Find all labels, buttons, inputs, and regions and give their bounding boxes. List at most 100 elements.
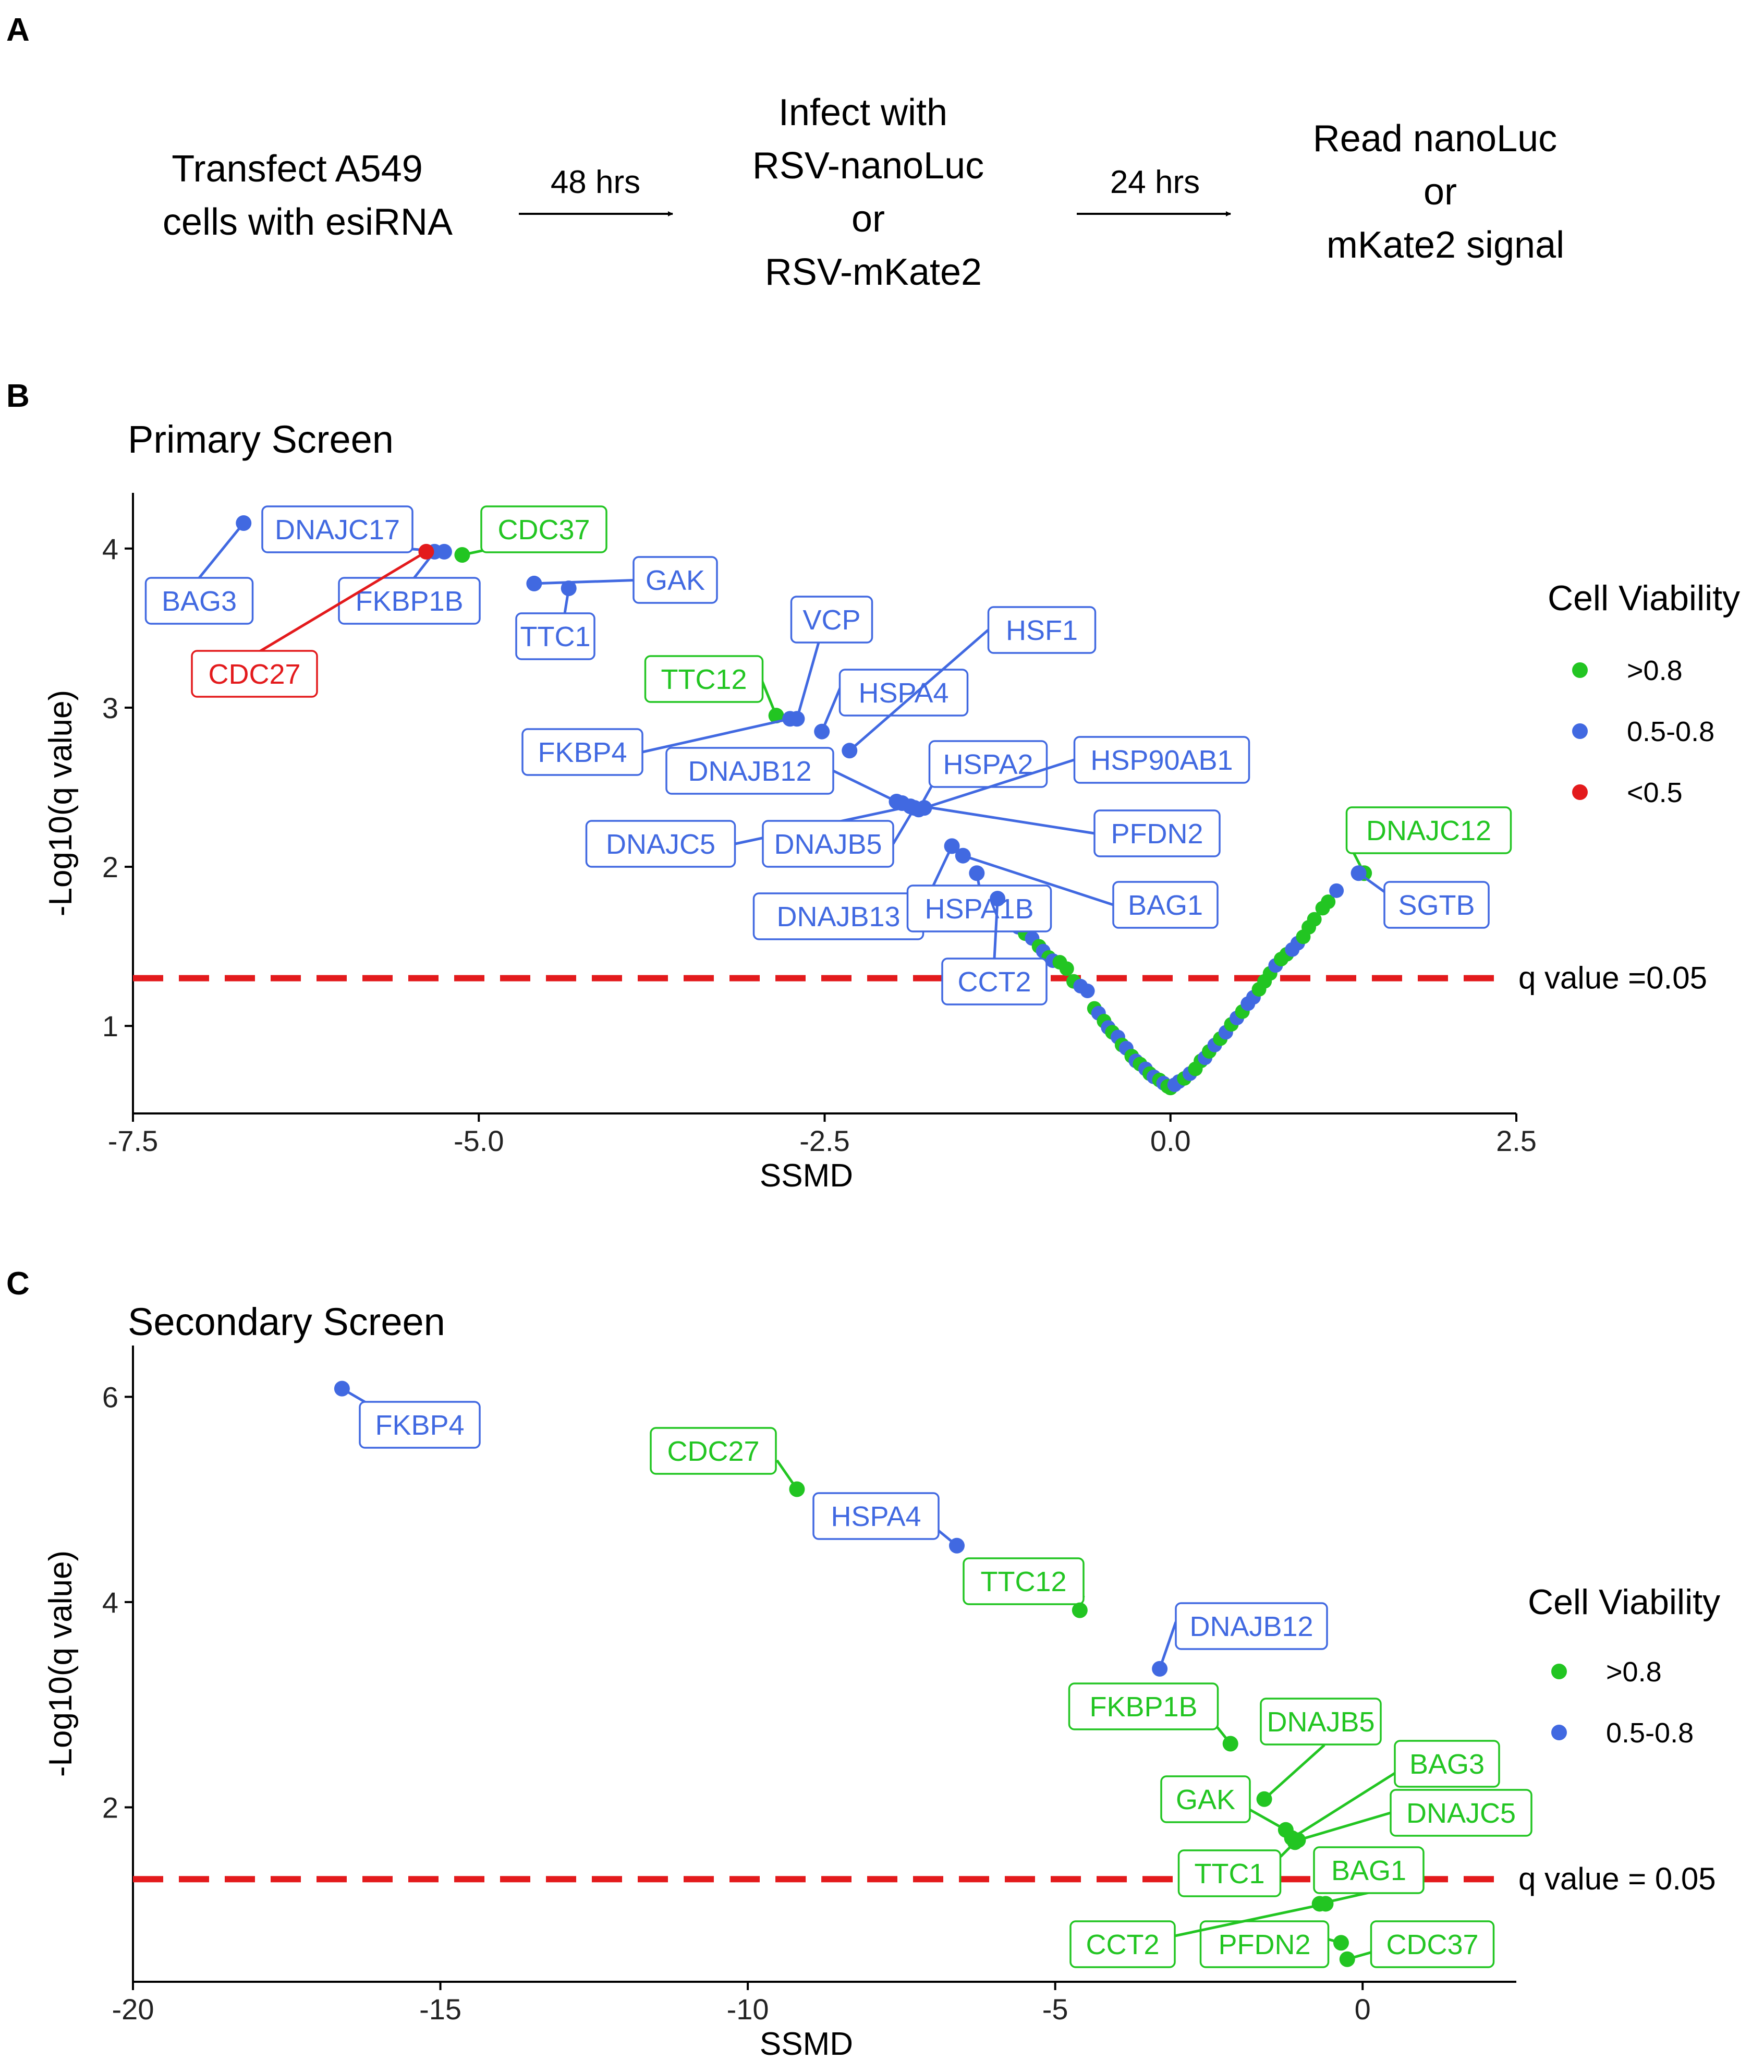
legend-label: <0.5 bbox=[1627, 777, 1683, 808]
y-axis-title: -Log10(q value) bbox=[43, 1550, 79, 1777]
x-tick-label: -5.0 bbox=[454, 1124, 504, 1157]
point-label: FKBP1B bbox=[1089, 1691, 1197, 1723]
data-point bbox=[768, 708, 784, 724]
label-box bbox=[1093, 809, 1221, 857]
data-point bbox=[1351, 865, 1367, 881]
label-leader-line bbox=[1158, 1621, 1177, 1669]
point-label: PFDN2 bbox=[1111, 818, 1203, 850]
data-point bbox=[1307, 912, 1322, 927]
point-label: DNAJC5 bbox=[606, 829, 715, 860]
data-point bbox=[526, 575, 542, 591]
x-tick-label: -7.5 bbox=[108, 1124, 159, 1157]
point-label: TTC12 bbox=[661, 664, 747, 695]
threshold-label: q value = 0.05 bbox=[1518, 1861, 1716, 1896]
x-tick-label: -2.5 bbox=[799, 1124, 850, 1157]
data-point bbox=[454, 547, 470, 563]
label-leader-line bbox=[1174, 1903, 1326, 1937]
x-tick-label: -20 bbox=[112, 1993, 154, 2026]
point-label: CDC27 bbox=[667, 1436, 759, 1467]
panel-letter-c: C bbox=[6, 1266, 30, 1302]
data-point bbox=[1256, 1791, 1272, 1807]
point-label: DNAJB13 bbox=[776, 901, 900, 932]
label-box bbox=[762, 820, 894, 868]
legend-title: Cell Viability bbox=[1548, 578, 1740, 618]
label-box bbox=[1068, 1682, 1219, 1730]
label-box bbox=[1160, 1775, 1251, 1823]
label-box bbox=[838, 669, 969, 717]
point-label: DNAJB12 bbox=[1189, 1611, 1313, 1642]
label-box bbox=[1383, 881, 1490, 929]
data-point bbox=[814, 723, 830, 740]
x-tick-label: 2.5 bbox=[1496, 1124, 1537, 1157]
panel-letter-a: A bbox=[6, 12, 30, 48]
point-label: TTC1 bbox=[520, 621, 591, 652]
label-box bbox=[144, 577, 254, 625]
label-box bbox=[906, 884, 1052, 932]
point-label: DNAJB5 bbox=[1267, 1706, 1374, 1738]
label-box bbox=[812, 1492, 940, 1540]
data-point bbox=[782, 711, 798, 727]
label-box bbox=[521, 728, 643, 776]
x-tick-label: -15 bbox=[419, 1993, 461, 2026]
label-leader-line bbox=[820, 683, 844, 732]
point-label: TTC12 bbox=[980, 1566, 1066, 1597]
legend-label: 0.5-0.8 bbox=[1627, 716, 1714, 747]
data-point bbox=[789, 1481, 805, 1497]
label-box bbox=[261, 505, 413, 553]
y-tick-label: 3 bbox=[102, 692, 118, 724]
data-point bbox=[1329, 883, 1344, 898]
label-box bbox=[1260, 1698, 1382, 1746]
label-box bbox=[941, 958, 1048, 1005]
label-leader-line bbox=[832, 769, 897, 803]
label-box bbox=[359, 1401, 481, 1449]
x-axis-title: SSMD bbox=[760, 1158, 853, 1194]
point-label: CCT2 bbox=[957, 966, 1031, 998]
y-tick-label: 2 bbox=[102, 1791, 118, 1824]
point-label: DNAJB5 bbox=[774, 829, 882, 860]
data-point bbox=[955, 847, 971, 864]
label-box bbox=[987, 606, 1097, 654]
panel-c: C Secondary Screen -20 -15 -10 -5 0 2 4 6 SSMD -Lo… bbox=[6, 1266, 1720, 2062]
x-axis-title: SSMD bbox=[760, 2026, 853, 2062]
label-leader-line bbox=[253, 550, 427, 656]
point-label: HSF1 bbox=[1006, 615, 1078, 646]
arrow-1-label: 48 hrs bbox=[551, 164, 640, 200]
label-box bbox=[1390, 1789, 1532, 1837]
point-label: HSP90AB1 bbox=[1090, 745, 1233, 776]
label-box bbox=[632, 556, 718, 604]
point-label: FKBP4 bbox=[538, 737, 627, 768]
label-box bbox=[480, 505, 607, 553]
label-box bbox=[963, 1557, 1085, 1605]
point-label: BAG3 bbox=[1409, 1749, 1485, 1780]
legend-swatch bbox=[1572, 784, 1588, 800]
data-point bbox=[418, 543, 434, 560]
x-tick-label: 0 bbox=[1355, 1993, 1371, 2026]
label-box bbox=[1069, 1920, 1176, 1968]
y-axis-title: -Log10(q value) bbox=[43, 690, 79, 916]
label-box bbox=[1073, 736, 1250, 784]
label-leader-line bbox=[534, 578, 643, 585]
flow-step-1: Transfect A549 cells with esiRNA bbox=[163, 148, 453, 243]
data-point bbox=[949, 1537, 965, 1554]
point-label: BAG3 bbox=[162, 586, 237, 617]
legend-title: Cell Viability bbox=[1528, 1582, 1720, 1622]
point-label: DNAJC5 bbox=[1406, 1798, 1516, 1829]
data-point bbox=[236, 515, 252, 531]
point-label: BAG1 bbox=[1128, 890, 1203, 921]
legend-label: >0.8 bbox=[1606, 1656, 1662, 1688]
point-label: CCT2 bbox=[1086, 1929, 1159, 1960]
label-leader-line bbox=[963, 854, 1114, 906]
point-label: CDC37 bbox=[1386, 1929, 1478, 1960]
label-box bbox=[1345, 806, 1512, 854]
label-box bbox=[515, 612, 595, 660]
point-label: HSPA2 bbox=[943, 749, 1033, 780]
data-point bbox=[334, 1380, 350, 1397]
point-label: PFDN2 bbox=[1218, 1929, 1310, 1960]
label-box bbox=[650, 1427, 777, 1475]
legend-label: 0.5-0.8 bbox=[1606, 1717, 1694, 1749]
point-label: DNAJC17 bbox=[275, 514, 400, 546]
flow-step-2: Infect with RSV-nanoLuc or RSV-mKate2 bbox=[752, 92, 994, 293]
label-box bbox=[1199, 1920, 1330, 1968]
label-box bbox=[191, 650, 318, 698]
point-label: GAK bbox=[1176, 1784, 1235, 1815]
